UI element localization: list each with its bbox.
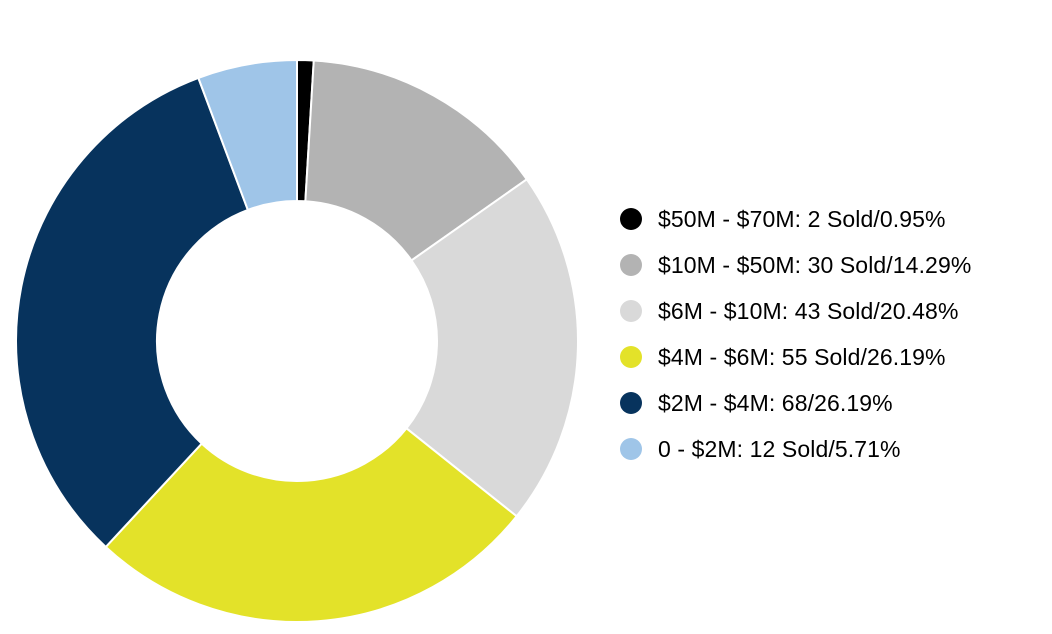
- legend-item-1: $50M - $70M: 2 Sold/0.95%: [620, 196, 1040, 242]
- legend-swatch-3: [620, 300, 642, 322]
- legend-label-3: $6M - $10M: 43 Sold/20.48%: [658, 297, 959, 324]
- legend-swatch-1: [620, 208, 642, 230]
- legend-swatch-6: [620, 438, 642, 460]
- donut-plot: [15, 59, 579, 623]
- legend-label-2: $10M - $50M: 30 Sold/14.29%: [658, 251, 972, 278]
- legend-item-3: $6M - $10M: 43 Sold/20.48%: [620, 288, 1040, 334]
- legend-item-2: $10M - $50M: 30 Sold/14.29%: [620, 242, 1040, 288]
- legend-item-6: 0 - $2M: 12 Sold/5.71%: [620, 426, 1040, 472]
- donut-slice-6: [197, 59, 298, 211]
- legend-item-5: $2M - $4M: 68/26.19%: [620, 380, 1040, 426]
- donut-slice-5: [15, 76, 249, 548]
- donut-slice-3: [405, 178, 579, 518]
- legend-label-6: 0 - $2M: 12 Sold/5.71%: [658, 435, 901, 462]
- legend-label-4: $4M - $6M: 55 Sold/26.19%: [658, 343, 946, 370]
- legend-swatch-5: [620, 392, 642, 414]
- legend-swatch-2: [620, 254, 642, 276]
- legend-label-5: $2M - $4M: 68/26.19%: [658, 389, 893, 416]
- legend-label-1: $50M - $70M: 2 Sold/0.95%: [658, 205, 946, 232]
- legend-swatch-4: [620, 346, 642, 368]
- legend: $50M - $70M: 2 Sold/0.95% $10M - $50M: 30…: [620, 196, 1040, 472]
- donut-slice-2: [304, 59, 528, 262]
- donut-slice-4: [104, 427, 518, 623]
- legend-item-4: $4M - $6M: 55 Sold/26.19%: [620, 334, 1040, 380]
